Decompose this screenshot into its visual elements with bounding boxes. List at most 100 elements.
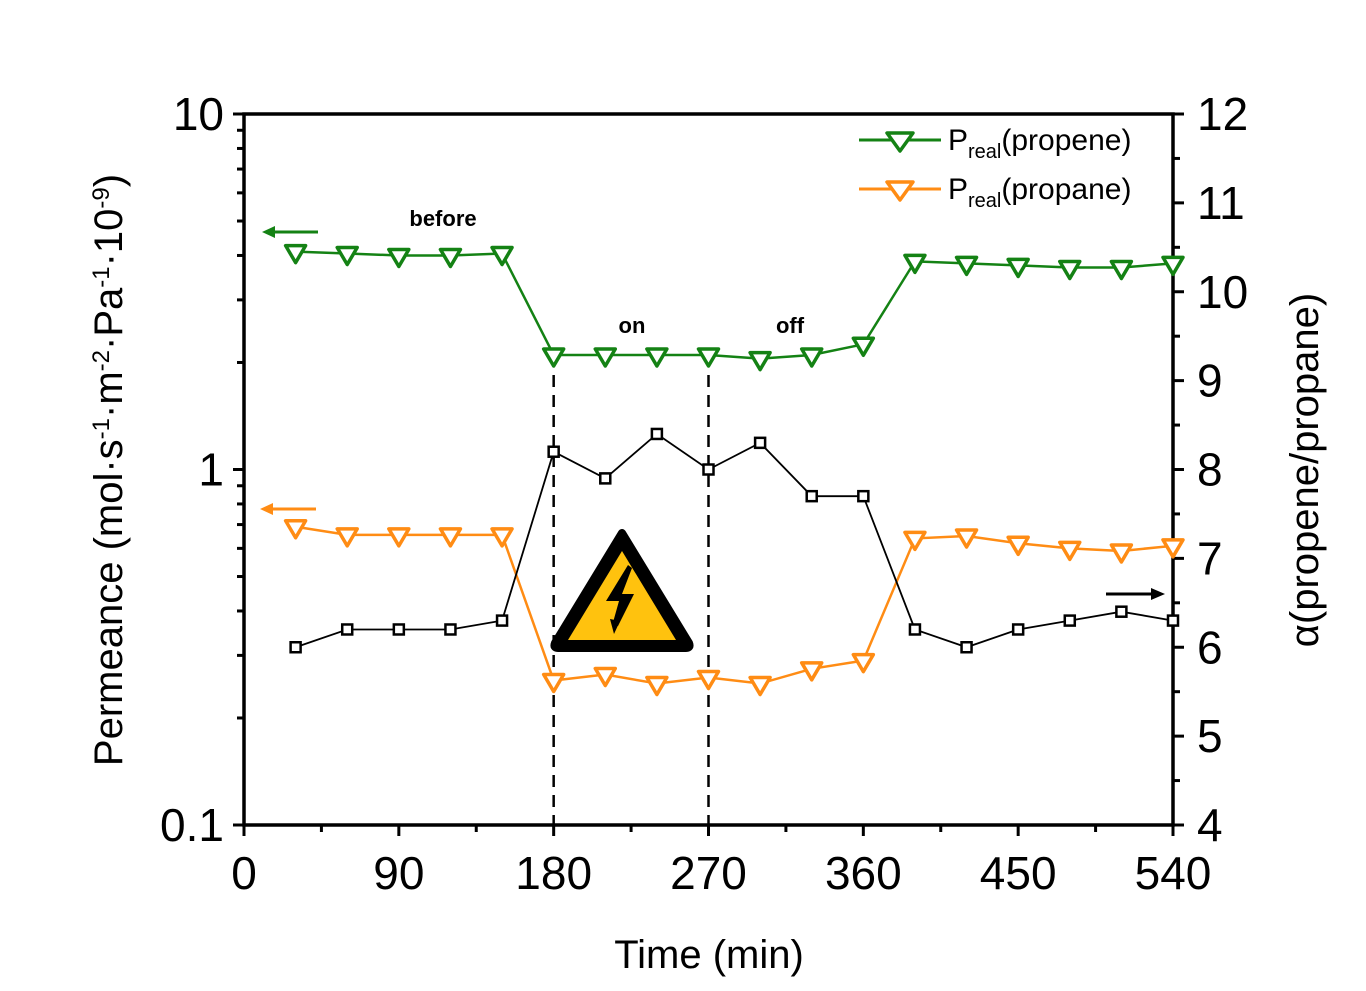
right-axis-ticks: 4 5 6 7 8 9 10 11 12 <box>1173 88 1248 851</box>
data-point-propane <box>593 666 618 688</box>
data-point-propane <box>1109 543 1134 564</box>
data-point-alpha <box>702 463 715 476</box>
bottom-tick-label: 180 <box>515 847 592 899</box>
data-point-propene <box>954 255 979 277</box>
arrow-left-propene-icon <box>262 226 318 238</box>
data-point-alpha <box>599 472 612 485</box>
series-line-propene <box>295 250 1174 360</box>
series-propene <box>283 243 1185 372</box>
data-point-propane <box>490 527 514 548</box>
series-line-propane <box>295 525 1174 685</box>
data-point-alpha <box>650 427 664 441</box>
left-axis-ticks: 0.1 1 10 <box>160 88 244 851</box>
left-axis-title: Permeance (mol·s-1·m-2·Pa-1·10-9) <box>87 174 131 766</box>
data-point-alpha <box>1011 623 1025 636</box>
data-point-propane <box>851 652 876 674</box>
legend-label-propene-suffix: (propene) <box>1001 124 1131 157</box>
data-point-propene <box>438 247 463 269</box>
data-point-alpha <box>1115 605 1128 618</box>
bottom-tick-label: 540 <box>1135 847 1212 899</box>
data-point-alpha <box>857 489 870 503</box>
legend-label-propene-main: P <box>948 124 968 157</box>
legend-item-propane: Preal(propane) <box>859 173 1131 212</box>
data-point-propane <box>903 530 927 552</box>
legend-label-propane-suffix: (propane) <box>1001 173 1131 206</box>
right-tick-label: 7 <box>1197 532 1223 584</box>
data-point-propane <box>696 669 721 691</box>
series-propane <box>283 519 1185 697</box>
right-tick-label: 10 <box>1197 266 1248 318</box>
right-tick-label: 5 <box>1197 710 1223 762</box>
right-tick-label: 11 <box>1197 177 1245 229</box>
right-tick-label: 12 <box>1197 88 1248 140</box>
data-point-alpha <box>289 641 302 654</box>
data-point-propane <box>387 527 411 548</box>
x-axis-title: Time (min) <box>614 933 804 977</box>
data-point-propene <box>283 243 308 265</box>
data-point-alpha <box>1063 614 1077 627</box>
data-point-propane <box>335 527 359 548</box>
legend-item-propene: Preal(propene) <box>859 124 1131 163</box>
left-tick-label: 1 <box>198 444 224 496</box>
legend: Preal(propene) Preal(propane) <box>859 124 1131 212</box>
right-axis-title: α(propene/propane) <box>1283 293 1327 647</box>
data-point-propene <box>645 347 669 368</box>
data-point-alpha <box>340 623 354 636</box>
right-tick-label: 8 <box>1197 444 1223 496</box>
left-tick-label: 0.1 <box>160 799 224 851</box>
annotation-before: before <box>409 206 476 231</box>
series-layer <box>283 243 1185 697</box>
right-tick-label: 9 <box>1197 355 1223 407</box>
data-point-propene <box>1058 259 1082 281</box>
data-point-propene <box>387 247 411 269</box>
bottom-tick-label: 360 <box>825 847 902 899</box>
series-line-alpha <box>295 432 1174 649</box>
svg-text:Preal(propene): Preal(propene) <box>948 124 1131 163</box>
high-voltage-warning-icon <box>550 529 694 652</box>
data-point-propene <box>1109 259 1134 281</box>
data-point-alpha <box>392 623 406 636</box>
data-point-propene <box>1161 255 1185 277</box>
series-alpha <box>289 427 1180 654</box>
right-tick-label: 4 <box>1197 799 1223 851</box>
data-point-alpha <box>547 445 560 458</box>
data-point-propane <box>748 675 772 697</box>
data-point-alpha <box>960 641 973 654</box>
data-point-propane <box>438 527 463 548</box>
annotation-off: off <box>776 313 805 338</box>
arrow-left-propane-icon <box>260 503 316 515</box>
data-point-propene <box>903 253 927 275</box>
data-point-propene <box>593 347 618 368</box>
bottom-axis-ticks: 0 90 180 270 360 450 540 <box>231 825 1211 899</box>
data-point-propane <box>1058 540 1082 562</box>
svg-text:Preal(propane): Preal(propane) <box>948 173 1131 212</box>
data-point-propane <box>283 519 308 540</box>
annotation-on: on <box>619 313 646 338</box>
bottom-tick-label: 0 <box>231 847 257 899</box>
data-point-propane <box>541 672 566 694</box>
data-point-propene <box>1006 257 1030 279</box>
data-point-alpha <box>753 436 767 450</box>
data-point-propane <box>645 675 669 697</box>
data-point-propene <box>851 336 876 358</box>
data-point-propene <box>696 347 721 368</box>
data-point-propene <box>748 350 772 372</box>
data-point-propane <box>1161 538 1185 559</box>
legend-label-propane-main: P <box>948 173 968 206</box>
legend-label-propene-sub: real <box>968 141 1001 163</box>
data-point-propene <box>541 347 566 368</box>
data-point-alpha <box>805 489 818 503</box>
left-tick-label: 10 <box>173 88 224 140</box>
data-point-alpha <box>908 623 922 636</box>
data-point-propane <box>954 528 979 549</box>
data-point-propene <box>799 347 824 368</box>
data-point-propene <box>335 245 359 267</box>
data-point-propene <box>490 245 514 267</box>
data-point-propane <box>1006 535 1030 557</box>
data-point-propane <box>799 661 824 682</box>
data-point-alpha <box>444 623 457 636</box>
vertical-markers <box>552 354 710 825</box>
data-point-alpha <box>495 614 509 627</box>
right-tick-label: 6 <box>1197 621 1223 673</box>
